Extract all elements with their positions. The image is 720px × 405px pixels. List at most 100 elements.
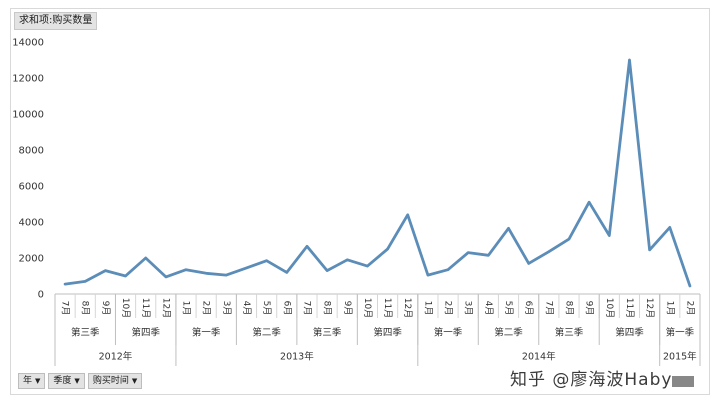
x-month-label: 7月	[60, 301, 71, 316]
value-field-button[interactable]: 求和项:购买数量	[14, 12, 98, 30]
x-quarter-label: 第三季	[313, 327, 342, 339]
dropdown-arrow-icon: ▼	[35, 377, 41, 385]
x-month-label: 12月	[160, 298, 171, 318]
x-quarter-label: 第四季	[615, 327, 644, 339]
x-month-label: 10月	[362, 298, 373, 318]
x-month-label: 2月	[684, 301, 695, 316]
x-quarter-label: 第四季	[131, 327, 160, 339]
x-month-label: 10月	[120, 298, 131, 318]
data-point	[245, 266, 248, 270]
dropdown-arrow-icon: ▼	[131, 377, 138, 385]
data-point	[587, 201, 591, 204]
x-month-label: 6月	[281, 301, 292, 316]
y-tick-label: 12000	[12, 74, 44, 85]
x-month-label: 7月	[301, 301, 312, 316]
x-year-label: 2015年	[663, 351, 697, 363]
x-month-label: 1月	[181, 301, 192, 316]
x-month-label: 4月	[241, 301, 252, 316]
data-point	[164, 275, 168, 279]
x-month-label: 8月	[322, 301, 333, 316]
data-point	[184, 268, 188, 271]
corner-mark	[672, 376, 694, 387]
x-quarter-label: 第二季	[494, 327, 523, 339]
data-point	[628, 58, 631, 62]
y-tick-label: 10000	[12, 110, 44, 121]
data-point	[487, 254, 490, 257]
x-month-label: 1月	[664, 301, 675, 316]
data-point	[668, 226, 671, 229]
y-tick-label: 0	[38, 290, 44, 301]
data-point	[567, 237, 571, 241]
filter-purchase-time-label: 购买时间	[92, 376, 129, 386]
x-month-label: 11月	[140, 298, 151, 318]
data-point	[386, 247, 389, 251]
filter-quarter-button[interactable]: 季度 ▼	[48, 373, 85, 389]
x-year-label: 2014年	[522, 351, 556, 363]
data-point	[285, 271, 288, 274]
data-point	[366, 264, 369, 268]
data-point	[124, 274, 127, 278]
filter-year-label: 年	[23, 376, 33, 386]
filter-quarter-label: 季度	[53, 376, 72, 386]
x-month-label: 3月	[221, 301, 232, 316]
x-month-label: 6月	[523, 301, 534, 316]
watermark-text: 知乎 @廖海波Haby	[510, 370, 673, 390]
x-quarter-label: 第三季	[555, 327, 584, 339]
data-point	[265, 259, 268, 262]
y-tick-label: 6000	[19, 182, 44, 193]
x-quarter-label: 第一季	[666, 327, 695, 339]
x-month-label: 9月	[584, 301, 595, 316]
x-year-label: 2012年	[99, 351, 133, 363]
data-point	[608, 234, 611, 237]
data-point	[527, 262, 530, 265]
data-point	[648, 248, 651, 252]
y-tick-label: 2000	[19, 254, 44, 265]
data-point	[406, 213, 409, 216]
x-quarter-label: 第一季	[192, 327, 221, 339]
x-month-label: 12月	[644, 298, 655, 318]
x-month-label: 9月	[100, 301, 111, 316]
data-point	[446, 268, 450, 271]
series-line	[63, 58, 692, 288]
y-tick-label: 8000	[19, 146, 44, 157]
x-month-label: 5月	[261, 301, 272, 316]
x-month-label: 11月	[382, 298, 393, 318]
data-point	[144, 256, 147, 260]
y-tick-label: 14000	[12, 38, 44, 49]
x-quarter-label: 第三季	[71, 327, 100, 339]
x-month-label: 8月	[563, 301, 574, 316]
data-point	[688, 284, 692, 288]
data-point	[225, 273, 228, 277]
data-point	[204, 272, 208, 275]
x-month-label: 12月	[402, 298, 413, 318]
data-point	[84, 280, 87, 283]
filter-purchase-time-button[interactable]: 购买时间 ▼	[87, 373, 143, 389]
data-point	[426, 273, 430, 277]
data-point	[507, 227, 510, 230]
x-month-label: 1月	[422, 301, 433, 316]
x-month-label: 11月	[624, 298, 635, 318]
y-tick-label: 4000	[19, 218, 44, 229]
data-point	[104, 269, 107, 272]
data-point	[63, 282, 67, 286]
x-month-label: 9月	[342, 301, 353, 316]
x-quarter-label: 第一季	[434, 327, 463, 339]
data-point	[325, 269, 329, 272]
x-quarter-label: 第四季	[373, 327, 402, 339]
x-year-label: 2013年	[280, 351, 314, 363]
x-month-label: 10月	[604, 298, 615, 318]
chart-frame	[10, 8, 710, 395]
data-point	[346, 258, 349, 261]
filter-year-button[interactable]: 年 ▼	[18, 373, 46, 389]
x-month-label: 4月	[483, 301, 494, 316]
x-month-label: 2月	[443, 301, 454, 316]
data-point	[467, 251, 470, 254]
data-point	[547, 250, 551, 253]
x-month-label: 8月	[80, 301, 91, 316]
dropdown-arrow-icon: ▼	[74, 377, 80, 385]
x-month-label: 3月	[463, 301, 474, 316]
x-month-label: 5月	[503, 301, 514, 316]
x-month-label: 7月	[543, 301, 554, 316]
x-month-label: 2月	[201, 301, 212, 316]
